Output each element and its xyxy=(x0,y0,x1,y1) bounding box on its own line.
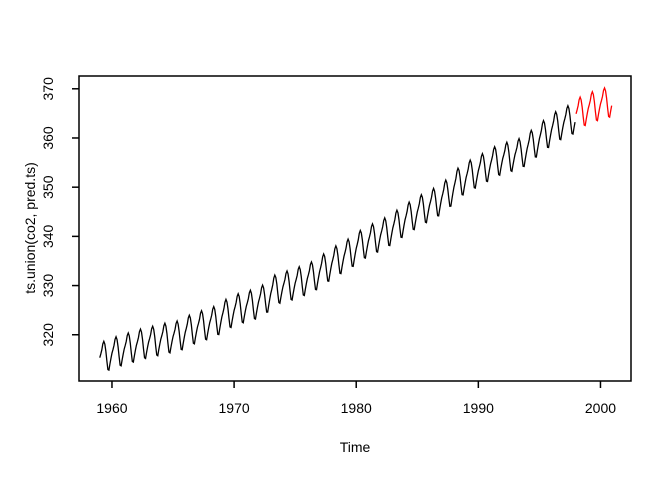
x-tick-label: 1980 xyxy=(341,400,372,416)
y-tick-label: 330 xyxy=(40,274,56,298)
y-tick-label: 340 xyxy=(40,224,56,248)
x-tick-label: 1960 xyxy=(96,400,127,416)
y-tick-label: 350 xyxy=(40,175,56,199)
plot-frame-box xyxy=(78,75,632,382)
x-tick-label: 1970 xyxy=(219,400,250,416)
x-tick-label: 1990 xyxy=(463,400,494,416)
y-tick-label: 370 xyxy=(40,77,56,101)
y-tick-label: 360 xyxy=(40,126,56,150)
co2-series-line xyxy=(99,103,576,372)
y-axis-title: ts.union(co2, pred.ts) xyxy=(22,162,38,294)
forecast-series-line xyxy=(575,86,613,127)
y-tick-label: 320 xyxy=(40,323,56,347)
x-axis-title: Time xyxy=(339,439,371,455)
x-tick-label: 2000 xyxy=(585,400,616,416)
